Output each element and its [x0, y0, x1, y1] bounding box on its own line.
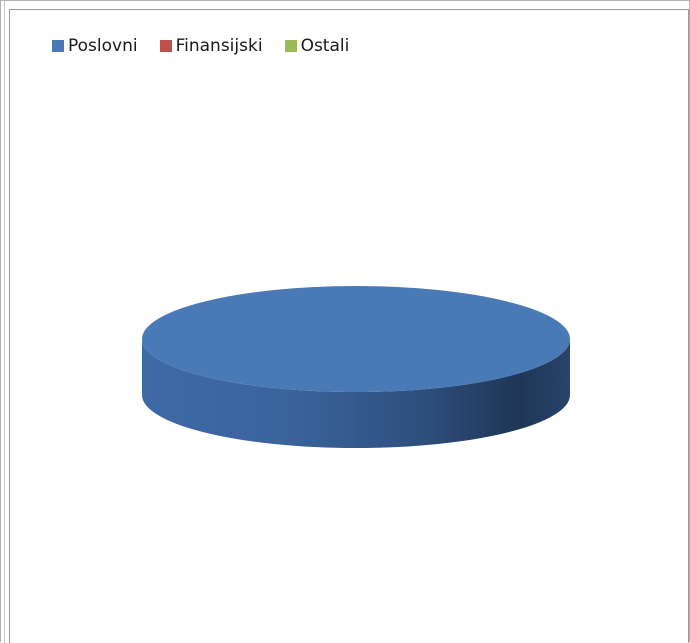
legend-label-finansijski: Finansijski — [175, 36, 263, 56]
chart-area — [9, 9, 689, 643]
left-divider — [4, 0, 5, 643]
chart-legend: Poslovni Finansijski Ostali — [52, 36, 349, 56]
legend-label-poslovni: Poslovni — [68, 36, 138, 56]
legend-item-finansijski: Finansijski — [159, 36, 263, 56]
legend-label-ostali: Ostali — [300, 36, 350, 56]
legend-swatch-ostali — [284, 40, 297, 52]
legend-swatch-poslovni — [52, 40, 64, 52]
pie-slice-poslovni — [142, 286, 570, 392]
legend-item-ostali: Ostali — [284, 36, 350, 56]
pie-slice-side-poslovni — [142, 339, 570, 448]
legend-item-poslovni: Poslovni — [52, 36, 138, 56]
legend-swatch-finansijski — [159, 40, 172, 52]
